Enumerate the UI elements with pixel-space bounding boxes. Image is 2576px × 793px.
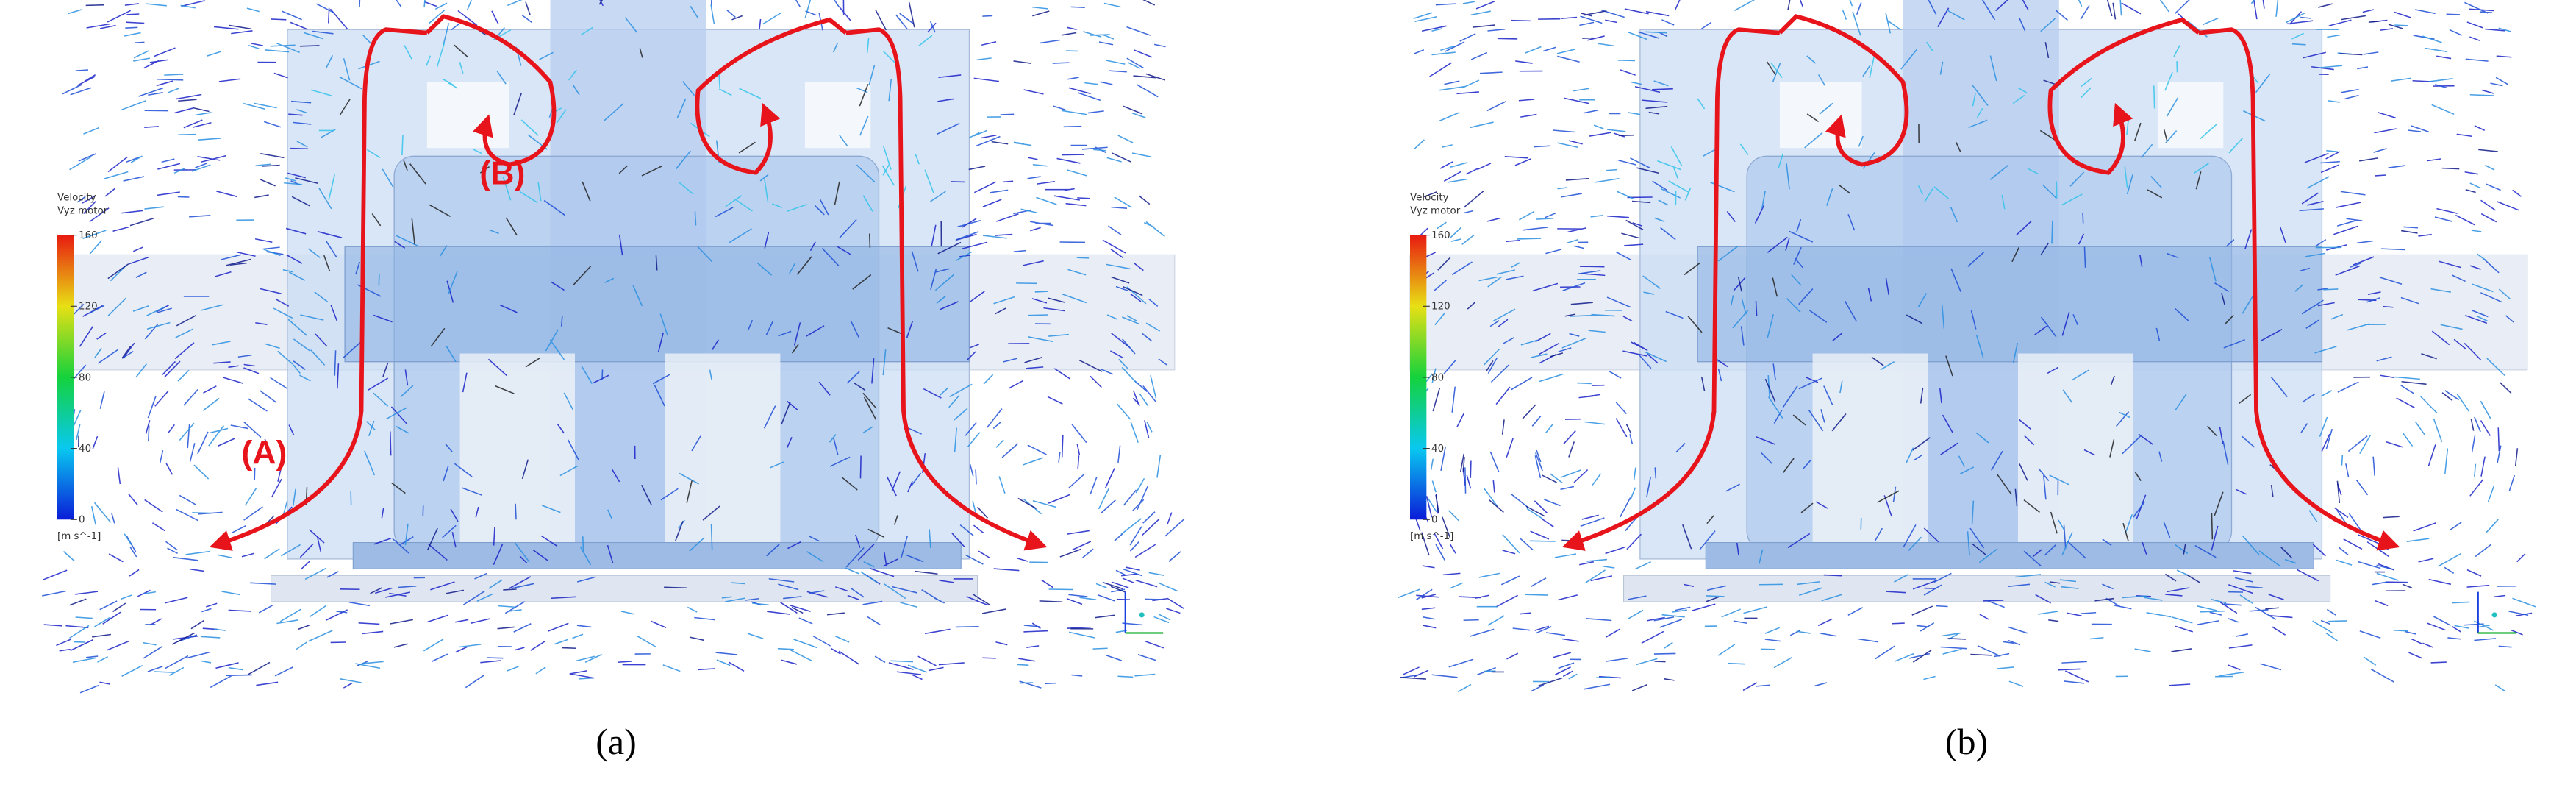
flow-arrow	[209, 27, 428, 551]
colorbar-tick-label: 80	[1431, 372, 1444, 383]
caption: (a)	[595, 721, 637, 762]
colorbar-tick-label: 0	[1431, 515, 1438, 526]
end-plate	[1705, 541, 2314, 569]
colorbar-tick-label: 160	[79, 230, 98, 241]
panel-a: Velocity Vyz motor [m s^-1] 0 40 80 120 160 (A) (…	[42, 0, 1185, 694]
velocity-vectors	[1400, 0, 2519, 691]
colorbar-unit: [m s^-1]	[1410, 531, 1453, 542]
axis-triad	[2491, 612, 2497, 618]
cavity	[665, 353, 781, 543]
colorbar-tick-label: 120	[79, 302, 98, 313]
stator	[1697, 246, 2323, 363]
annotation: (B)	[479, 155, 525, 191]
cavity	[1812, 353, 1928, 543]
colorbar-tick-label: 160	[1431, 230, 1450, 241]
flow-arrow	[2047, 17, 2200, 175]
colorbar-subtitle: Vyz motor	[1410, 206, 1461, 217]
base-plate	[1622, 575, 2331, 602]
flow-arrow	[845, 27, 1048, 551]
colorbar-tick-label: 40	[1431, 444, 1444, 455]
panel-b: Velocity Vyz motor [m s^-1] 0 40 80 120 160	[1398, 0, 2536, 693]
colorbar-tick-label: 120	[1431, 302, 1450, 313]
velocity-vectors	[1398, 0, 2536, 693]
velocity-vectors	[1684, 61, 2252, 542]
cavity	[2017, 353, 2133, 543]
caption: (b)	[1945, 721, 1988, 762]
colorbar-tick-label: 0	[79, 515, 85, 526]
velocity-vectors	[42, 0, 1185, 694]
velocity-vectors	[69, 0, 1166, 675]
colorbar-unit: [m s^-1]	[57, 531, 101, 542]
colorbar-tick-label: 40	[79, 444, 91, 455]
window	[426, 82, 509, 149]
window	[1779, 82, 1862, 149]
colorbar-subtitle: Vyz motor	[57, 206, 108, 217]
colorbar-title: Velocity	[57, 193, 96, 204]
flow-arrow	[2198, 27, 2400, 551]
flow-arrow	[1561, 27, 1781, 551]
axis-triad	[1139, 612, 1145, 618]
flow-arrow	[1778, 14, 1909, 167]
window	[2157, 82, 2224, 149]
colorbar-title: Velocity	[1410, 193, 1449, 204]
velocity-vectors	[1400, 0, 2529, 692]
velocity-vectors	[1403, 0, 2533, 691]
flow-arrow	[695, 17, 848, 175]
colorbar-fill	[1410, 235, 1427, 520]
velocity-vectors	[305, 44, 903, 538]
colorbar-fill	[57, 235, 74, 520]
colorbar-tick-label: 80	[79, 372, 91, 383]
flow-arrow	[425, 14, 557, 167]
velocity-vectors	[62, 0, 1178, 684]
window	[804, 82, 871, 149]
annotation: (A)	[241, 435, 287, 471]
